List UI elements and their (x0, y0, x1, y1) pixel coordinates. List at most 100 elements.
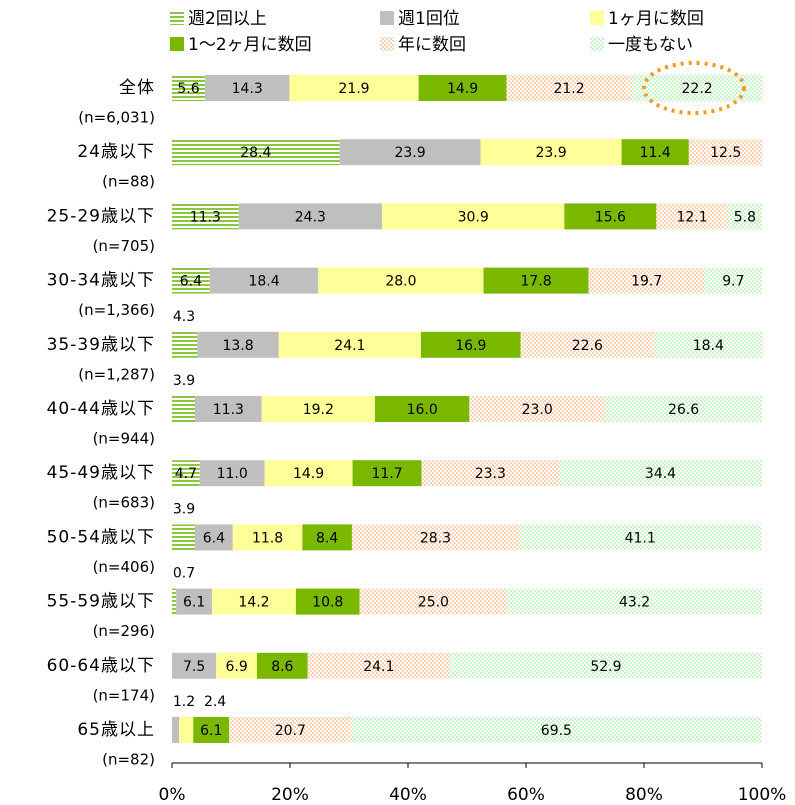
bar-segment (176, 588, 213, 615)
bar-segment (351, 717, 762, 743)
bar-segment (302, 524, 352, 551)
category-label: 60-64歳以下 (47, 656, 155, 676)
value-label: 34.4 (645, 466, 676, 482)
value-label: 11.7 (371, 466, 402, 482)
legend-label: 週1回位 (398, 9, 460, 29)
bar-segment (295, 588, 360, 615)
value-label: 11.4 (640, 145, 671, 161)
value-label: 20.7 (275, 723, 306, 739)
value-label: 22.2 (682, 81, 713, 97)
value-label: 3.9 (173, 373, 195, 389)
bar-segment (212, 588, 296, 615)
legend-swatch (170, 11, 184, 25)
value-label: 18.4 (693, 338, 724, 354)
bar-segment (506, 75, 632, 101)
legend-label: 週2回以上 (188, 9, 267, 29)
value-label: 52.9 (590, 659, 621, 675)
value-label: 24.1 (363, 659, 394, 675)
value-label: 0.7 (173, 566, 195, 582)
category-label: 45-49歳以下 (47, 463, 155, 483)
value-label: 12.5 (710, 145, 741, 161)
bar-segment (195, 396, 262, 422)
sample-size: (n=1,366) (78, 301, 155, 319)
bar-segment (172, 75, 206, 101)
value-label: 14.2 (238, 595, 269, 611)
sample-size: (n=174) (93, 686, 155, 704)
value-label: 6.4 (180, 274, 202, 290)
highlight-ellipse (642, 61, 746, 115)
bar-segment (195, 524, 233, 551)
bar-segment (507, 588, 762, 615)
value-label: 14.3 (232, 81, 263, 97)
bar-segment (483, 267, 589, 294)
value-label: 6.4 (203, 530, 225, 546)
bar-segment (449, 652, 762, 679)
bar-segment (172, 139, 340, 166)
bar-segment (605, 396, 762, 422)
value-label: 25.0 (418, 595, 449, 611)
bar-segment (256, 652, 308, 679)
value-label: 19.7 (631, 274, 662, 290)
legend-label: 年に数回 (398, 35, 466, 55)
bar-segment (656, 203, 728, 230)
sample-size: (n=88) (102, 173, 155, 191)
value-label: 13.8 (222, 338, 253, 354)
bar-segment (588, 267, 705, 294)
value-label: 30.9 (458, 209, 489, 225)
sample-size: (n=6,031) (78, 109, 155, 127)
bar-segment (199, 460, 265, 487)
value-label: 14.9 (293, 466, 324, 482)
value-label: 23.0 (522, 402, 553, 418)
bar-segment (172, 203, 239, 230)
value-label: 41.1 (625, 530, 656, 546)
sample-size: (n=82) (102, 751, 155, 769)
bar-segment (264, 460, 353, 487)
bar-segment (688, 139, 763, 166)
value-label: 23.9 (535, 145, 566, 161)
value-label: 14.9 (447, 81, 478, 97)
value-label: 24.3 (295, 209, 326, 225)
bar-segment (704, 267, 762, 294)
value-label: 28.4 (240, 145, 271, 161)
value-label: 16.0 (407, 402, 438, 418)
legend-label: 一度もない (608, 35, 693, 55)
value-label: 23.9 (394, 145, 425, 161)
value-label: 3.9 (173, 501, 195, 517)
sample-size: (n=1,287) (78, 365, 155, 383)
value-label: 21.9 (338, 81, 369, 97)
value-label: 21.2 (553, 81, 584, 97)
value-label: 5.8 (734, 209, 756, 225)
bar-segment (418, 75, 507, 101)
bar-segment (351, 524, 519, 551)
value-label: 18.4 (248, 274, 279, 290)
value-label: 26.6 (668, 402, 699, 418)
value-label: 8.4 (316, 530, 338, 546)
value-label: 11.3 (213, 402, 244, 418)
bar-segment (352, 460, 422, 487)
bar-segment (727, 203, 762, 230)
category-label: 24歳以下 (77, 142, 155, 162)
value-label: 28.0 (385, 274, 416, 290)
bar-segment (209, 267, 319, 294)
value-label: 8.6 (271, 659, 293, 675)
value-label: 5.6 (177, 81, 199, 97)
bar-segment (172, 267, 210, 294)
sample-size: (n=705) (93, 237, 155, 255)
value-label: 22.6 (572, 338, 603, 354)
legend-swatch (380, 11, 394, 25)
bar-segment (179, 717, 194, 743)
value-label: 6.1 (200, 723, 222, 739)
sample-size: (n=683) (93, 494, 155, 512)
value-label: 69.5 (541, 723, 572, 739)
bar-segment (621, 139, 689, 166)
x-tick-label: 80% (625, 785, 663, 805)
x-tick-label: 60% (507, 785, 545, 805)
value-label: 4.7 (175, 466, 197, 482)
sample-size: (n=406) (93, 558, 155, 576)
value-label: 11.8 (252, 530, 283, 546)
bar-segment (289, 75, 419, 101)
bar-segment (216, 652, 257, 679)
category-label: 40-44歳以下 (47, 399, 155, 419)
value-label: 11.3 (190, 209, 221, 225)
